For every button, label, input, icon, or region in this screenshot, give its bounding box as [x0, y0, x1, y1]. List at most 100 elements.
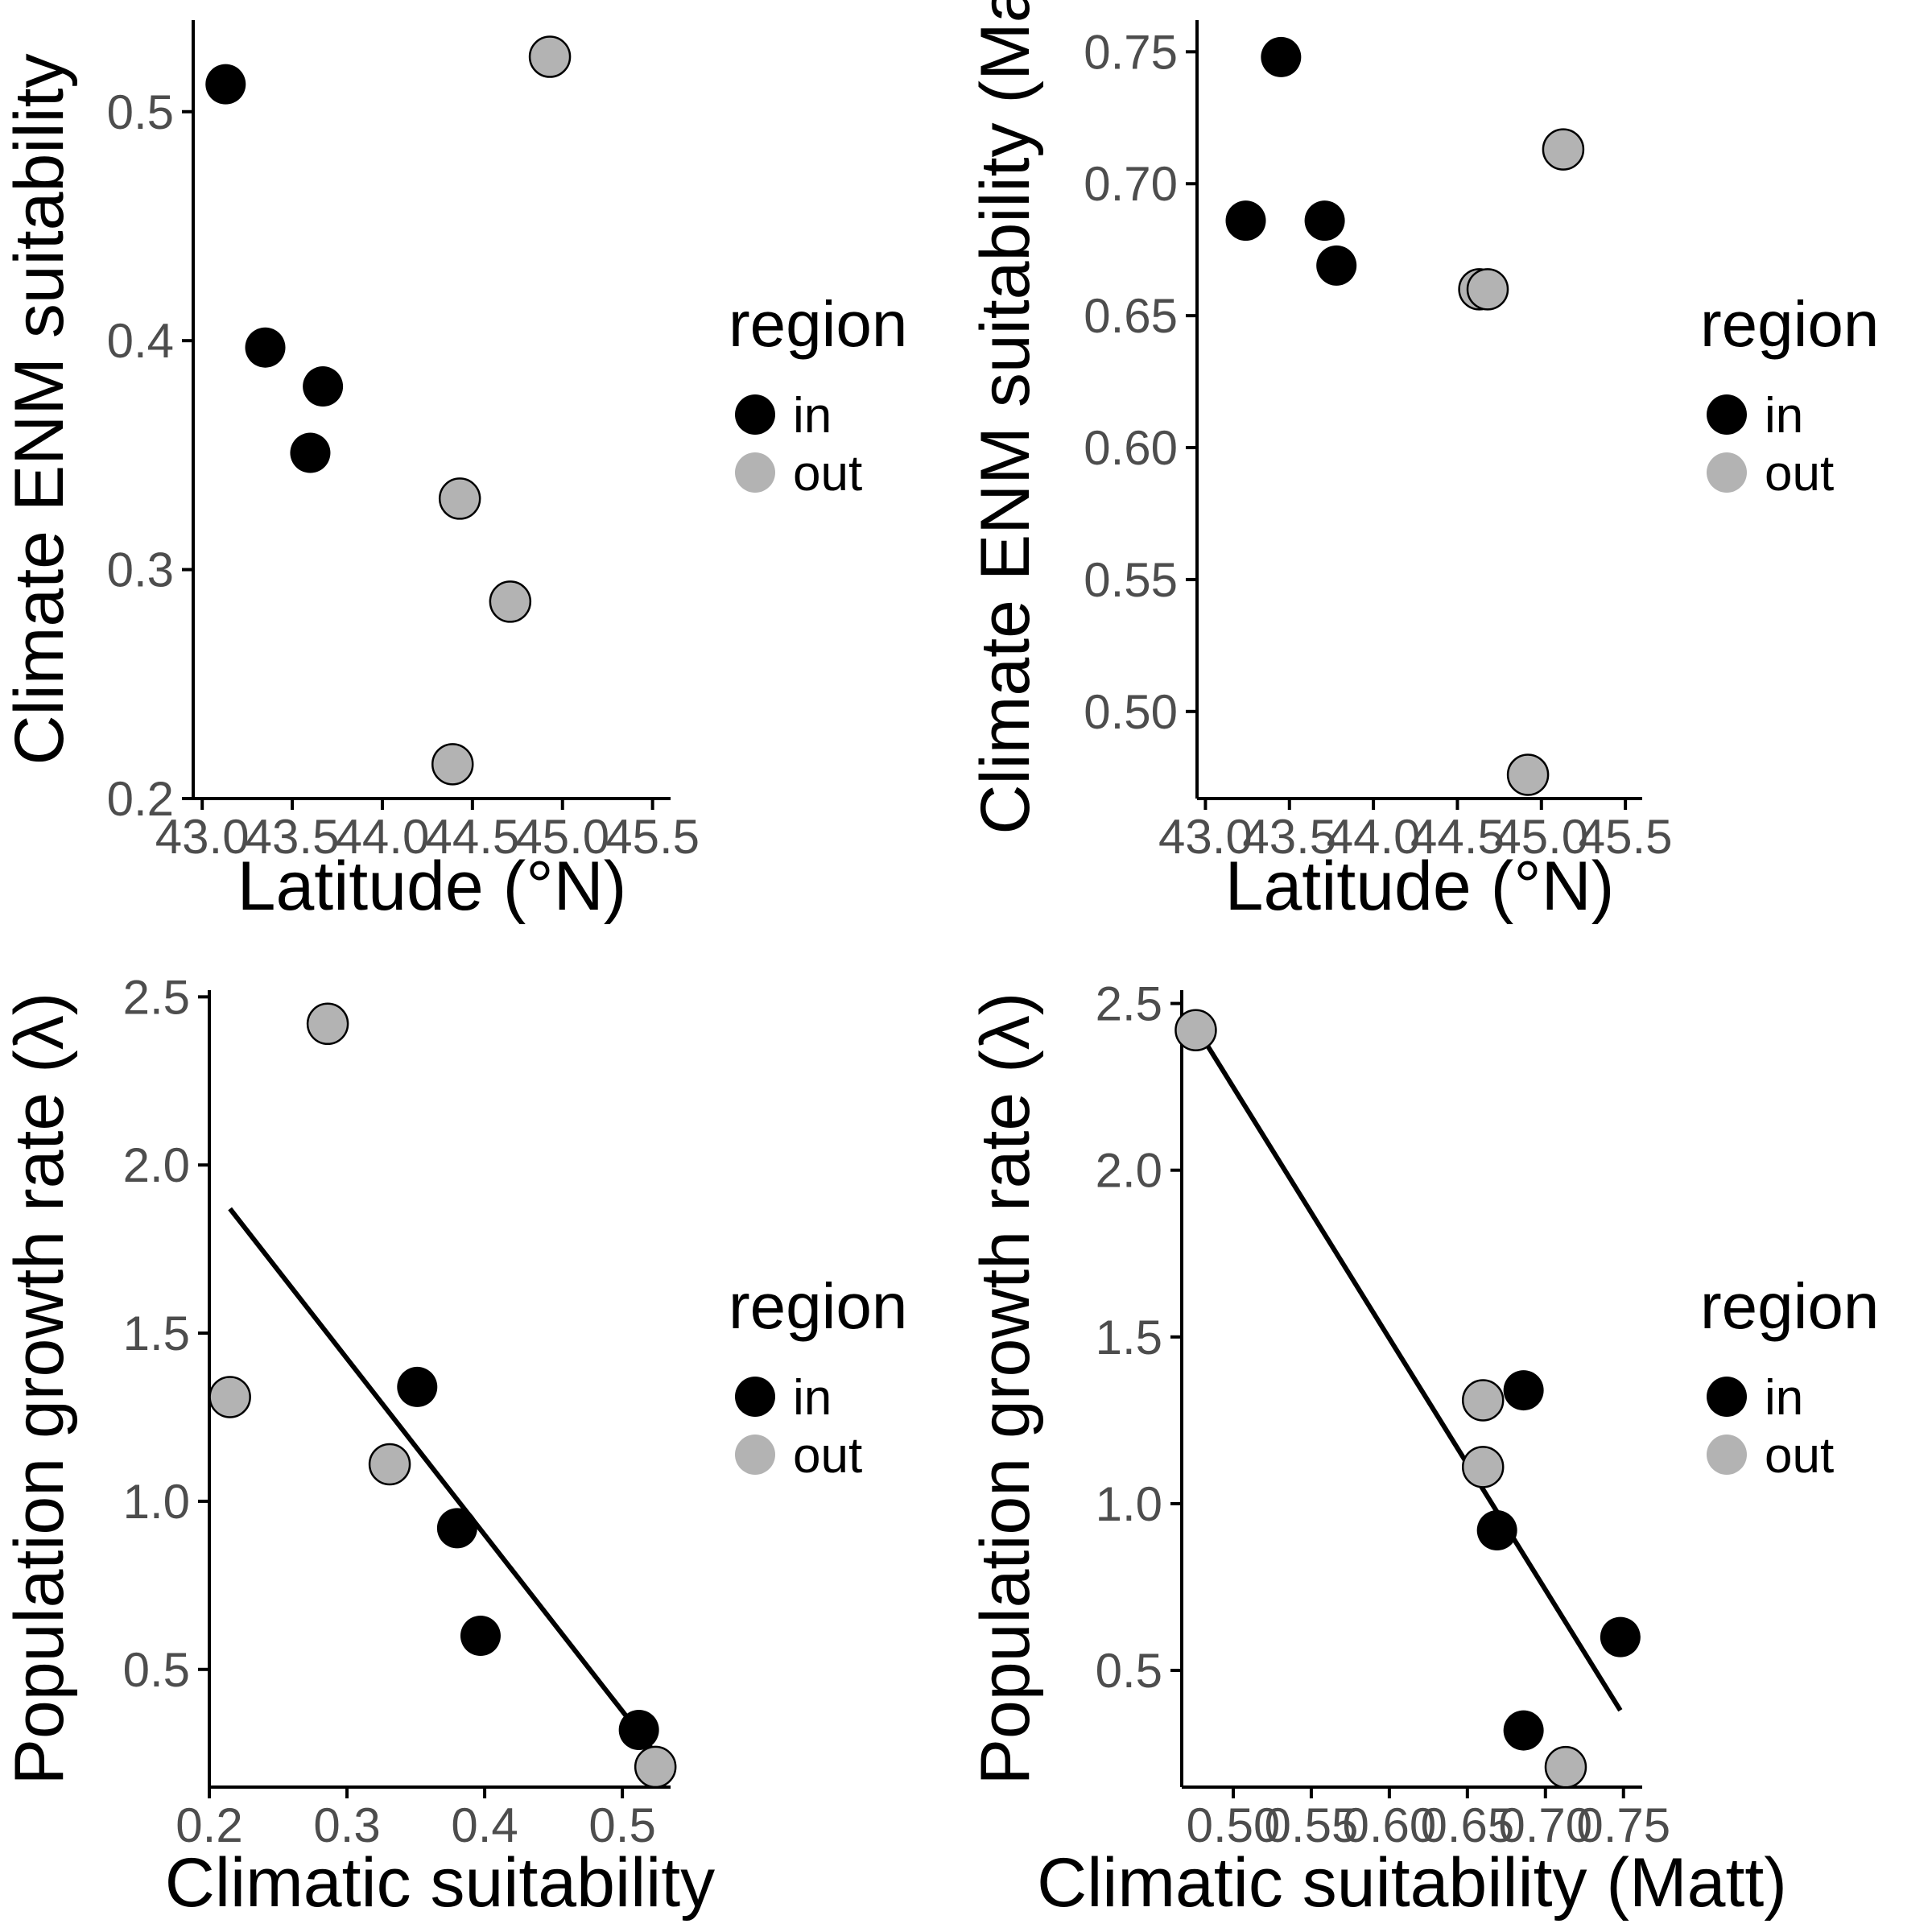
data-point-out [1544, 1745, 1587, 1789]
legend-key-in [735, 394, 775, 435]
x-axis-title: Latitude (°N) [237, 848, 627, 925]
x-tick-label: 0.75 [1576, 1798, 1670, 1852]
y-tick-label: 1.0 [1096, 1477, 1162, 1531]
legend-label-out: out [1765, 446, 1834, 502]
legend-title: region [1700, 288, 1879, 360]
y-tick-label: 0.50 [1084, 685, 1178, 739]
y-tick-label: 1.0 [123, 1475, 190, 1529]
legend-key-out [1707, 452, 1747, 493]
legend-key-in [1707, 1377, 1747, 1417]
data-point-in [290, 432, 331, 473]
data-point-out [438, 477, 481, 520]
data-point-out [431, 743, 474, 786]
data-point-in [1261, 36, 1302, 77]
x-tick-label: 0.4 [451, 1798, 518, 1852]
data-point-out [208, 1376, 251, 1418]
x-tick-label: 45.0 [1494, 810, 1588, 864]
chart-panel-2: 0.50 0.55 0.60 0.65 0.70 0.75 43.043.544.044.5… [967, 0, 1879, 925]
x-tick-label: 0.3 [313, 1798, 380, 1852]
y-tick-label: 0.65 [1084, 289, 1178, 343]
y-axis-title: Population growth rate (λ) [1, 993, 78, 1785]
data-point-out [489, 580, 532, 623]
x-axis-title: Climatic suitability (Matt) [1037, 1844, 1787, 1922]
data-point-in [245, 327, 286, 368]
y-axis-title: Climate ENM suitability [1, 53, 78, 765]
y-tick-label: 0.2 [107, 772, 174, 826]
x-tick-label: 0.50 [1187, 1798, 1281, 1852]
x-tick-label: 43.5 [246, 810, 340, 864]
legend-label-out: out [1765, 1428, 1834, 1484]
x-tick-label: 44.0 [336, 810, 430, 864]
y-tick-label: 2.5 [123, 970, 190, 1024]
y-tick-label: 0.75 [1084, 25, 1178, 79]
legend-title: region [729, 1270, 907, 1342]
data-point-in [397, 1366, 438, 1407]
x-tick-label: 0.55 [1265, 1798, 1359, 1852]
data-point-in [1225, 200, 1266, 242]
y-axis-title: Population growth rate (λ) [967, 993, 1044, 1785]
data-point-out [634, 1745, 677, 1789]
data-point-in [1503, 1370, 1544, 1411]
data-point-in [1304, 200, 1345, 242]
chart-panel-4: 0.5 1.0 1.5 2.0 2.5 0.500.550.600.650.700.75C… [967, 977, 1879, 1922]
data-point-in [436, 1508, 477, 1549]
x-tick-label: 0.5 [588, 1798, 655, 1852]
y-tick-label: 0.3 [107, 543, 174, 597]
legend-label-in: in [1765, 1370, 1803, 1426]
y-tick-label: 0.5 [107, 85, 174, 139]
legend-key-out [735, 1435, 775, 1475]
data-point-out [1506, 753, 1550, 796]
x-tick-label: 45.0 [515, 810, 609, 864]
y-axis-title: Climate ENM suitability (Ma [967, 0, 1044, 835]
data-point-out [1542, 128, 1585, 171]
x-tick-label: 44.5 [425, 810, 519, 864]
data-point-out [1461, 1379, 1505, 1422]
regression-line [1193, 1025, 1623, 1712]
y-tick-label: 0.5 [1096, 1644, 1162, 1698]
y-tick-label: 0.70 [1084, 157, 1178, 211]
x-tick-label: 43.0 [1158, 810, 1253, 864]
data-point-out [1174, 1009, 1217, 1051]
legend-title: region [729, 288, 907, 360]
x-tick-label: 43.5 [1242, 810, 1336, 864]
legend-label-in: in [793, 388, 832, 444]
data-point-out [306, 1002, 349, 1046]
y-tick-label: 2.0 [123, 1138, 190, 1192]
data-point-in [1476, 1510, 1517, 1551]
data-point-in [303, 366, 344, 407]
y-tick-label: 0.5 [123, 1643, 190, 1697]
x-tick-label: 0.70 [1498, 1798, 1592, 1852]
legend-key-out [1707, 1435, 1747, 1475]
x-tick-label: 44.5 [1410, 810, 1505, 864]
legend-label-out: out [793, 1428, 862, 1484]
chart-panel-1: 0.2 0.3 0.4 0.5 43.043.544.044.545.045.5Lati… [1, 20, 907, 925]
data-point-in [1503, 1710, 1544, 1751]
x-tick-label: 44.0 [1327, 810, 1421, 864]
x-tick-label: 45.5 [1579, 810, 1673, 864]
data-point-out [528, 35, 572, 78]
data-point-in [618, 1709, 659, 1750]
x-tick-label: 43.0 [155, 810, 250, 864]
data-point-out [368, 1443, 411, 1486]
legend-key-out [735, 452, 775, 493]
legend-title: region [1700, 1270, 1879, 1342]
legend-key-in [735, 1377, 775, 1417]
data-point-in [205, 64, 246, 105]
data-point-in [1600, 1616, 1641, 1657]
x-axis-title: Latitude (°N) [1225, 848, 1615, 925]
legend-key-in [1707, 394, 1747, 435]
x-tick-label: 0.60 [1342, 1798, 1436, 1852]
y-tick-label: 0.4 [107, 314, 174, 368]
data-point-in [1316, 245, 1357, 286]
data-point-out [1461, 1446, 1505, 1488]
x-tick-label: 45.5 [605, 810, 700, 864]
legend-label-in: in [793, 1370, 832, 1426]
x-tick-label: 0.65 [1420, 1798, 1514, 1852]
